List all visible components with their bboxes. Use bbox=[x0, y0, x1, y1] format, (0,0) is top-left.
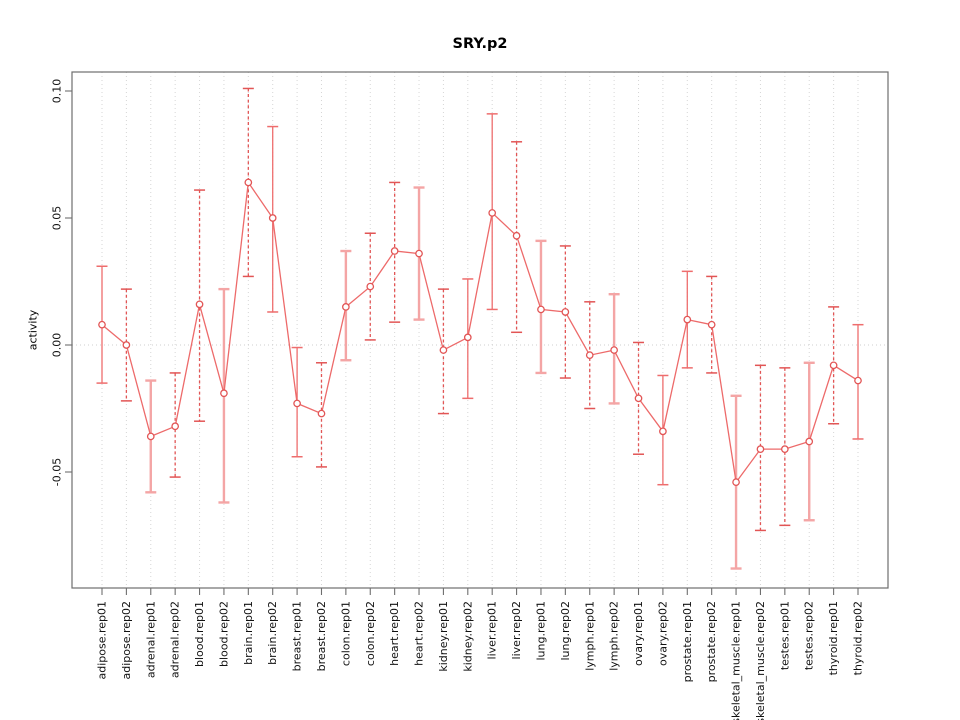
data-point bbox=[561, 308, 570, 316]
y-tick-label: -0.05 bbox=[51, 458, 64, 486]
data-point bbox=[854, 376, 862, 385]
x-tick-label: adipose.rep01 bbox=[96, 601, 109, 680]
x-tick-label: colon.rep02 bbox=[364, 601, 377, 666]
data-point bbox=[268, 214, 277, 222]
x-tick-label: breast.rep02 bbox=[315, 601, 328, 671]
data-point bbox=[390, 247, 399, 255]
data-point bbox=[659, 427, 667, 436]
data-point bbox=[756, 445, 765, 453]
x-tick-label: skeletal_muscle.rep02 bbox=[754, 601, 767, 720]
x-tick-label: adrenal.rep02 bbox=[169, 601, 182, 678]
data-point bbox=[122, 341, 131, 349]
x-tick-label: adipose.rep02 bbox=[120, 601, 133, 680]
data-point bbox=[488, 209, 497, 217]
x-tick-label: adrenal.rep01 bbox=[144, 601, 157, 678]
data-point bbox=[805, 437, 814, 446]
data-point bbox=[293, 399, 301, 408]
x-tick-label: liver.rep01 bbox=[486, 601, 499, 659]
x-tick-label: heart.rep02 bbox=[413, 601, 426, 666]
x-tick-label: ovary.rep02 bbox=[656, 601, 669, 666]
data-point bbox=[683, 315, 692, 324]
x-tick-label: breast.rep01 bbox=[291, 601, 304, 671]
x-tick-label: blood.rep01 bbox=[193, 601, 206, 667]
x-tick-label: prostate.rep02 bbox=[705, 601, 718, 682]
data-point bbox=[439, 346, 448, 354]
y-tick-label: 0.05 bbox=[51, 206, 64, 231]
x-tick-label: lymph.rep01 bbox=[583, 601, 596, 671]
data-point bbox=[366, 282, 375, 291]
x-tick-label: lung.rep02 bbox=[559, 601, 572, 661]
x-tick-label: skeletal_muscle.rep01 bbox=[730, 601, 743, 720]
data-point bbox=[342, 303, 350, 311]
y-tick-label: 0.00 bbox=[51, 333, 64, 358]
x-tick-label: thyroid.rep02 bbox=[852, 601, 865, 675]
x-tick-label: lymph.rep02 bbox=[608, 601, 621, 671]
plot-frame bbox=[71, 71, 889, 589]
chart-title: SRY.p2 bbox=[452, 36, 508, 52]
y-tick-label: 0.10 bbox=[51, 79, 64, 104]
data-point bbox=[220, 389, 228, 398]
x-tick-label: brain.rep02 bbox=[266, 601, 279, 665]
x-tick-label: testes.rep02 bbox=[803, 601, 816, 670]
series-line bbox=[101, 180, 859, 484]
data-point bbox=[415, 249, 423, 258]
x-tick-label: kidney.rep01 bbox=[437, 601, 450, 672]
y-axis-label: activity bbox=[26, 309, 40, 351]
data-point bbox=[732, 478, 740, 487]
data-point bbox=[829, 361, 838, 370]
x-tick-label: kidney.rep02 bbox=[461, 601, 474, 672]
data-point bbox=[634, 394, 643, 403]
data-point bbox=[317, 409, 326, 418]
x-tick-label: liver.rep02 bbox=[510, 601, 523, 659]
x-tick-label: testes.rep01 bbox=[778, 601, 791, 670]
data-point bbox=[780, 445, 789, 453]
data-point bbox=[463, 333, 472, 342]
x-tick-label: thyroid.rep01 bbox=[827, 601, 840, 675]
data-point bbox=[537, 305, 545, 314]
x-tick-label: ovary.rep01 bbox=[632, 601, 645, 666]
data-point bbox=[244, 178, 253, 187]
x-tick-label: colon.rep01 bbox=[339, 601, 352, 666]
data-point bbox=[195, 300, 204, 309]
x-tick-label: lung.rep01 bbox=[534, 601, 547, 661]
x-tick-label: brain.rep01 bbox=[242, 601, 255, 665]
data-point bbox=[585, 351, 594, 360]
data-point bbox=[98, 320, 106, 329]
data-point bbox=[707, 320, 716, 329]
x-tick-label: heart.rep01 bbox=[388, 601, 401, 666]
data-point bbox=[610, 346, 618, 354]
data-point bbox=[146, 432, 155, 441]
x-tick-label: blood.rep02 bbox=[217, 601, 230, 667]
data-point bbox=[171, 422, 180, 431]
data-point bbox=[512, 231, 521, 240]
x-tick-label: prostate.rep01 bbox=[681, 601, 694, 682]
